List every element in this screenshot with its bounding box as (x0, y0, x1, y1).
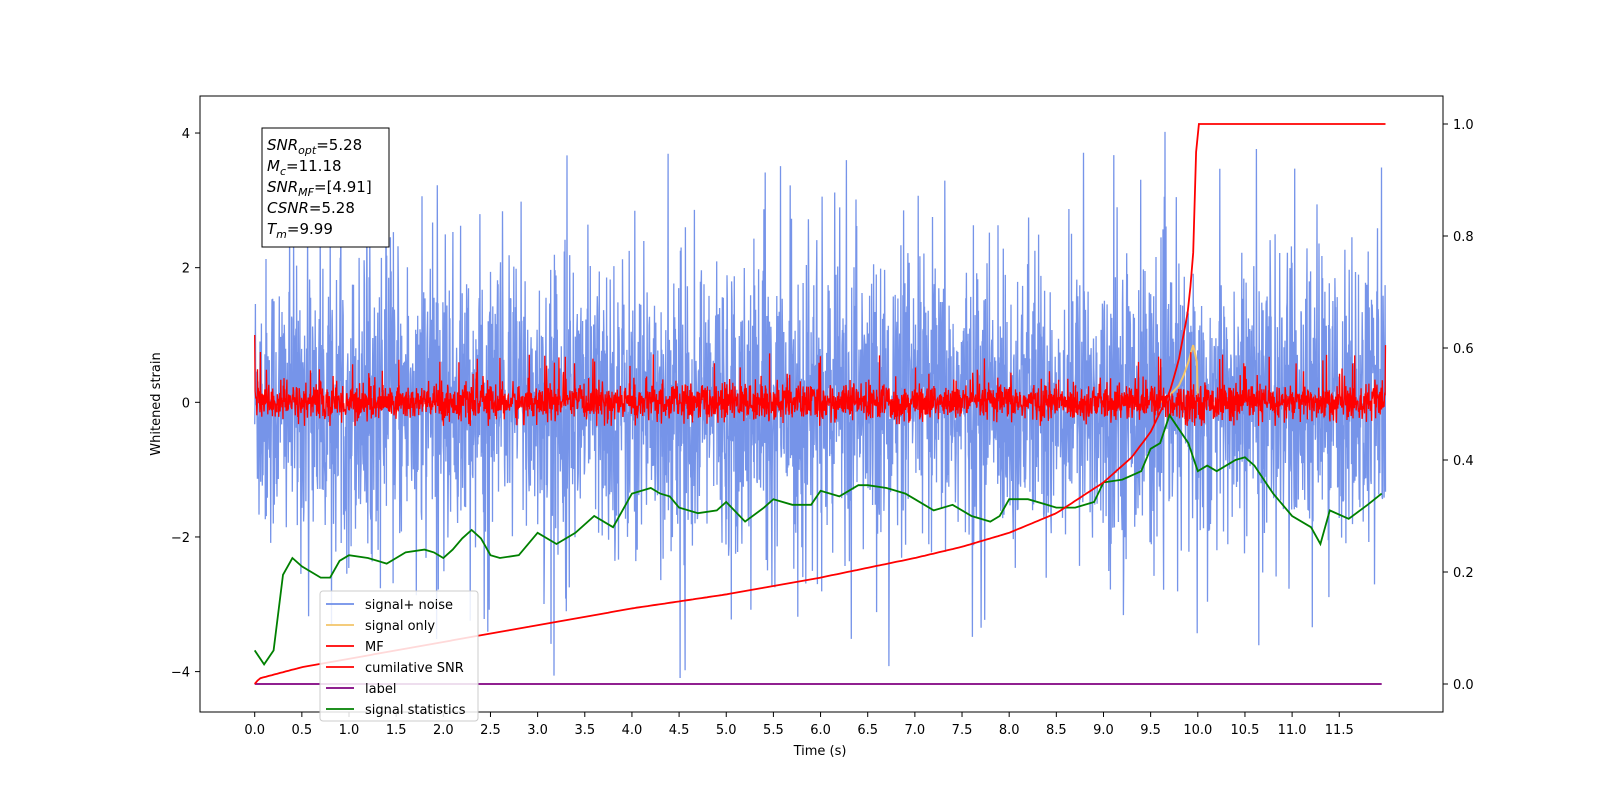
y2-tick-label: 0.2 (1453, 566, 1474, 581)
y-axis-left: −4 −2 0 2 4 (171, 127, 200, 681)
x-tick-label: 9.0 (1093, 723, 1114, 738)
y-tick-label: 4 (182, 127, 190, 142)
series-mf (254, 334, 1387, 427)
annotation-line: Tm=9.99 (267, 220, 333, 241)
y2-tick-label: 0.0 (1453, 678, 1474, 693)
x-tick-label: 5.5 (763, 723, 784, 738)
y-axis-label: Whitened strain (149, 352, 164, 455)
annotation-line: Mc=11.18 (267, 157, 342, 178)
x-tick-label: 9.5 (1140, 723, 1161, 738)
x-tick-label: 1.0 (339, 723, 360, 738)
plot-frame (199, 95, 1444, 713)
axes-frame (199, 95, 1444, 713)
series-signal-only (1159, 344, 1199, 404)
x-tick-label: 1.5 (386, 723, 407, 738)
x-tick-label: 8.5 (1046, 723, 1067, 738)
x-tick-label: 4.0 (622, 723, 643, 738)
y2-tick-label: 0.8 (1453, 230, 1474, 245)
x-tick-label: 2.5 (480, 723, 501, 738)
annotation-box: SNRopt=5.28Mc=11.18SNRMF=[4.91]CSNR=5.28… (261, 127, 390, 248)
annotation-line: SNRMF=[4.91] (267, 178, 372, 199)
x-tick-label: 3.0 (527, 723, 548, 738)
y2-tick-label: 0.4 (1453, 454, 1474, 469)
x-tick-label: 10.0 (1183, 723, 1212, 738)
x-tick-label: 10.5 (1230, 723, 1259, 738)
annotation-line: CSNR=5.28 (267, 199, 355, 217)
y-tick-label: −4 (171, 666, 190, 681)
y-tick-label: 0 (182, 396, 190, 411)
legend-label: label (365, 682, 396, 697)
annotation-frame (261, 127, 390, 248)
legend-label: signal+ noise (365, 598, 453, 613)
x-tick-label: 3.5 (574, 723, 595, 738)
x-tick-label: 6.5 (857, 723, 878, 738)
legend-label: MF (365, 640, 384, 655)
y-tick-label: 2 (182, 262, 190, 277)
x-tick-label: 4.5 (669, 723, 690, 738)
x-tick-label: 11.5 (1325, 723, 1354, 738)
annotation-line: SNRopt=5.28 (267, 136, 362, 157)
x-tick-label: 8.0 (999, 723, 1020, 738)
series-signal-statistics (253, 413, 1383, 667)
y2-tick-label: 1.0 (1453, 118, 1474, 133)
x-tick-label: 2.0 (433, 723, 454, 738)
x-tick-label: 7.0 (905, 723, 926, 738)
y2-tick-label: 0.6 (1453, 342, 1474, 357)
x-tick-label: 6.0 (810, 723, 831, 738)
y-axis-right: 0.0 0.2 0.4 0.6 0.8 1.0 (1443, 118, 1474, 693)
x-tick-label: 0.5 (292, 723, 313, 738)
x-tick-label: 0.0 (244, 723, 265, 738)
x-tick-label: 11.0 (1278, 723, 1307, 738)
legend-label: signal only (365, 619, 435, 634)
x-tick-label: 5.0 (716, 723, 737, 738)
legend-label: cumilative SNR (365, 661, 464, 676)
x-axis: 0.0 0.5 1.0 1.5 2.0 2.5 3.0 3.5 4.0 4.5 5.0 5.5 6.0 6… (244, 712, 1354, 738)
x-axis-label: Time (s) (793, 744, 847, 759)
y-tick-label: −2 (171, 531, 190, 546)
x-tick-label: 7.5 (952, 723, 973, 738)
legend-frame (319, 590, 479, 722)
legend-label: signal statistics (365, 703, 466, 718)
legend: signal+ noise signal only MF cumilative SNR… (319, 590, 479, 722)
